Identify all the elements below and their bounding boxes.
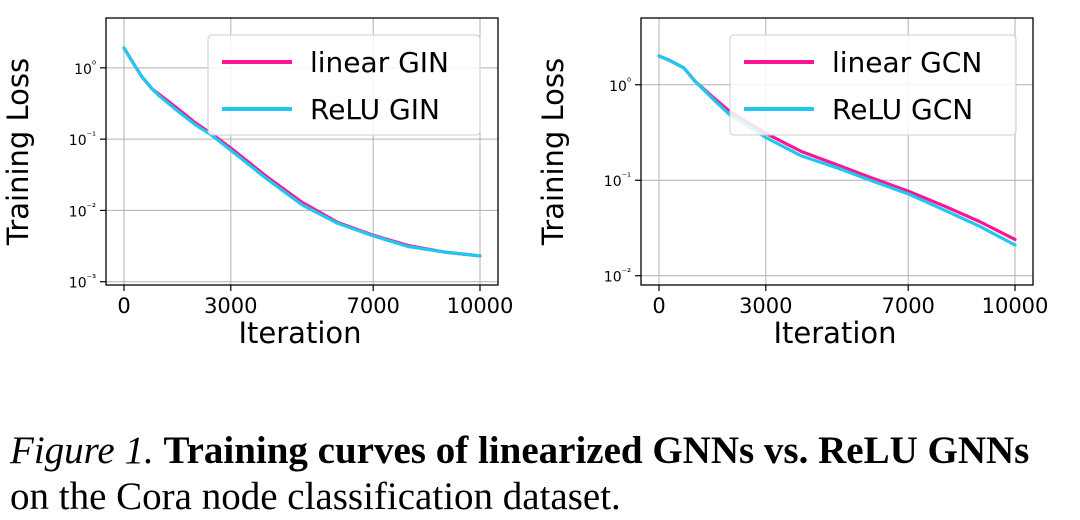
legend-label-2: ReLU GCN xyxy=(832,93,973,126)
y-tick-label: 10⁰ xyxy=(609,77,631,95)
caption-body: on the Cora node classification dataset. xyxy=(10,475,621,518)
chart-panel-1: 0 3000 7000 10000 10⁰ 10⁻¹ 10⁻² 10⁻³ Iteration Tr… xyxy=(1,17,514,350)
legend: linear GCN ReLU GCN xyxy=(729,34,1017,136)
plot-frame xyxy=(640,17,1034,286)
y-tick-label: 10⁰ xyxy=(74,60,96,78)
x-tick-label: 3000 xyxy=(739,294,792,318)
x-tick-label: 10000 xyxy=(447,294,514,318)
x-tick-label: 10000 xyxy=(982,294,1049,318)
caption-title: Training curves of linearized GNNs vs. R… xyxy=(163,429,1030,472)
y-tick-label: 10⁻³ xyxy=(69,274,96,292)
plot-frame xyxy=(105,17,499,286)
x-axis-label: Iteration xyxy=(773,316,896,350)
figure-caption: Figure 1. Training curves of linearized … xyxy=(10,428,1075,520)
y-tick-label: 10⁻¹ xyxy=(604,172,631,190)
x-tick-label: 7000 xyxy=(881,294,934,318)
legend-label-1: linear GCN xyxy=(832,46,982,79)
y-axis-label: Training Loss xyxy=(536,58,570,246)
y-tick-label: 10⁻² xyxy=(604,268,631,286)
legend-label-1: linear GIN xyxy=(310,46,449,79)
chart-panel-2: 0 3000 7000 10000 10⁰ 10⁻¹ 10⁻² Iteration Traini… xyxy=(536,17,1049,350)
y-tick-label: 10⁻¹ xyxy=(69,131,96,149)
series-line-2 xyxy=(657,54,1017,247)
x-tick-label: 7000 xyxy=(346,294,399,318)
x-tick-label: 0 xyxy=(652,294,665,318)
x-axis-label: Iteration xyxy=(238,316,361,350)
legend-label-2: ReLU GIN xyxy=(310,93,440,126)
legend: linear GIN ReLU GIN xyxy=(207,34,481,136)
x-tick-label: 3000 xyxy=(204,294,257,318)
y-tick-label: 10⁻² xyxy=(69,202,96,220)
y-axis-label: Training Loss xyxy=(1,58,35,246)
caption-label: Figure 1. xyxy=(10,429,154,472)
series-line-2 xyxy=(122,46,482,258)
x-tick-label: 0 xyxy=(117,294,130,318)
